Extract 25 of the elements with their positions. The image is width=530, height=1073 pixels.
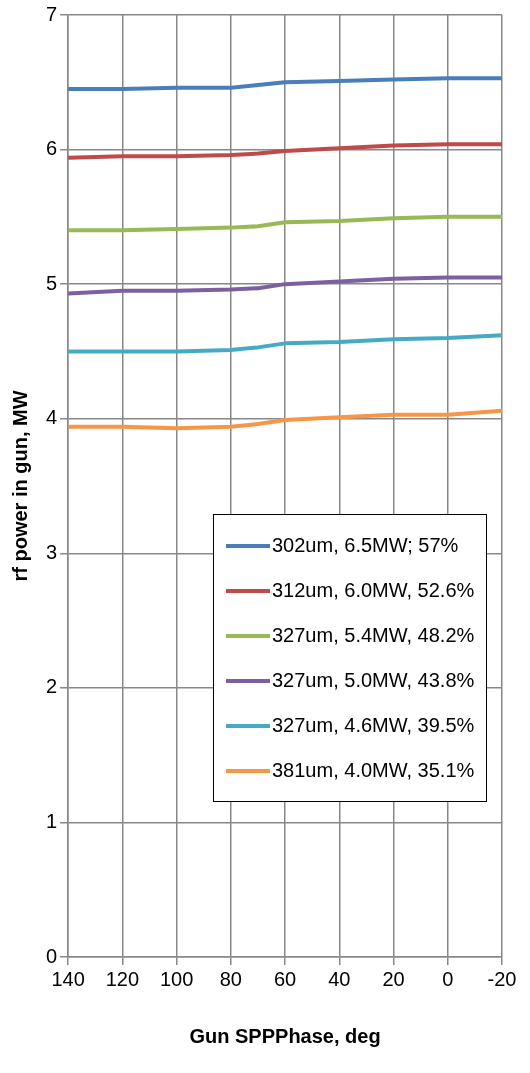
x-tick-label: 120 bbox=[105, 967, 140, 990]
y-tick-label: 3 bbox=[46, 540, 58, 563]
legend-label: 327um, 5.0MW, 43.8% bbox=[272, 669, 475, 693]
y-tick-label: 2 bbox=[46, 675, 58, 698]
x-tick-label: 20 bbox=[382, 967, 405, 990]
y-tick-label: 5 bbox=[46, 271, 58, 294]
y-tick-label: 7 bbox=[46, 2, 58, 25]
legend-label: 312um, 6.0MW, 52.6% bbox=[272, 579, 475, 603]
x-tick-label: 0 bbox=[442, 967, 454, 990]
x-axis-title: Gun SPPPhase, deg bbox=[189, 1024, 381, 1047]
x-tick-label: -20 bbox=[487, 967, 517, 990]
y-tick-label: 0 bbox=[46, 944, 58, 967]
x-tick-label: 60 bbox=[273, 967, 297, 990]
x-tick-label: 100 bbox=[159, 967, 194, 990]
x-tick-label: 80 bbox=[219, 967, 242, 990]
y-tick-label: 4 bbox=[46, 406, 58, 429]
legend-label: 381um, 4.0MW, 35.1% bbox=[272, 759, 475, 783]
y-tick-label: 1 bbox=[46, 809, 58, 832]
legend-label: 327um, 4.6MW, 39.5% bbox=[272, 714, 475, 738]
legend-label: 302um, 6.5MW; 57% bbox=[272, 534, 459, 558]
x-tick-label: 40 bbox=[328, 967, 351, 990]
y-tick-label: 6 bbox=[46, 137, 58, 160]
legend-label: 327um, 5.4MW, 48.2% bbox=[272, 624, 475, 648]
y-axis-title: rf power in gun, MW bbox=[8, 390, 31, 582]
x-tick-label: 140 bbox=[51, 967, 85, 990]
